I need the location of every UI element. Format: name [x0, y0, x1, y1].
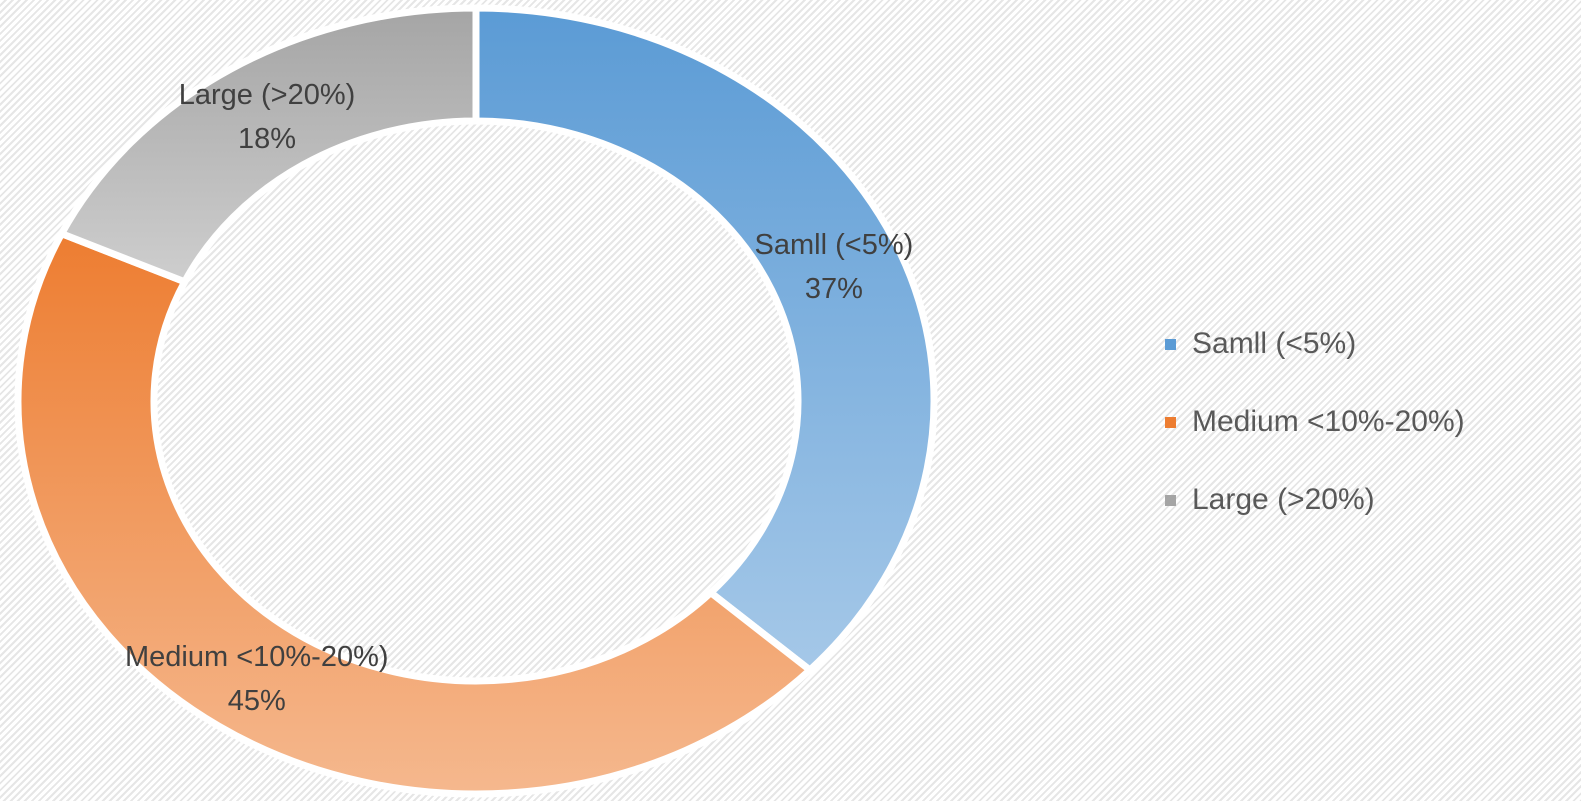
- legend: Samll (<5%) Medium <10%-20%) Large (>20%): [1165, 305, 1465, 539]
- donut-slice: [472, 4, 938, 675]
- legend-label: Samll (<5%): [1192, 327, 1357, 360]
- data-label-value: 37%: [804, 273, 863, 306]
- legend-item: Medium <10%-20%): [1165, 383, 1465, 461]
- data-label: Medium <10%-20%) 45%: [125, 635, 389, 723]
- legend-swatch: [1165, 416, 1176, 428]
- donut-slice: [56, 4, 480, 287]
- data-label-category: Large (>20%): [178, 78, 356, 111]
- data-label-category: Samll (<5%): [754, 229, 914, 262]
- legend-item: Samll (<5%): [1165, 305, 1465, 383]
- legend-label: Large (>20%): [1192, 483, 1375, 516]
- legend-swatch: [1165, 494, 1176, 506]
- legend-swatch: [1165, 338, 1176, 350]
- legend-label: Medium <10%-20%): [1192, 405, 1465, 438]
- data-label: Samll (<5%) 37%: [755, 223, 914, 311]
- donut-slice: [14, 229, 816, 798]
- data-label-value: 45%: [227, 685, 286, 718]
- data-label: Large (>20%) 18%: [179, 73, 356, 161]
- data-label-value: 18%: [237, 122, 297, 155]
- legend-item: Large (>20%): [1165, 461, 1465, 539]
- data-label-category: Medium <10%-20%): [125, 641, 389, 674]
